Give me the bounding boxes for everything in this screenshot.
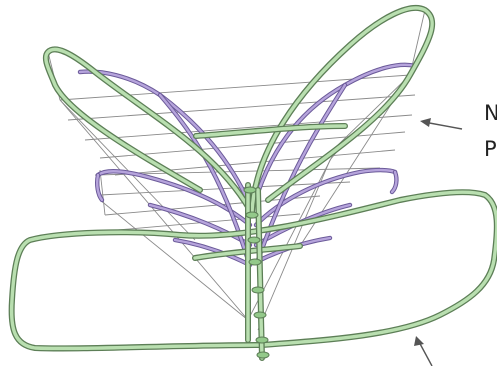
spine-joint xyxy=(243,186,257,194)
upper-crossbar xyxy=(193,123,348,139)
lower-wing-loop xyxy=(8,189,497,352)
spine-joint xyxy=(253,311,267,319)
tension-wire xyxy=(67,94,416,121)
callout-arrow-lower xyxy=(414,336,433,366)
tension-wire xyxy=(99,199,249,321)
spine-joint xyxy=(245,211,259,219)
spine-joints xyxy=(243,186,270,359)
tension-wire xyxy=(337,74,411,146)
left-upper-loop xyxy=(42,46,253,213)
purple-strut xyxy=(172,237,253,268)
purple-strut xyxy=(251,62,418,208)
right-upper-loop xyxy=(249,4,436,215)
callout-arrow-upper xyxy=(420,118,463,130)
central-spine xyxy=(245,182,265,361)
purple-strut xyxy=(95,172,105,203)
tension-wire xyxy=(119,169,249,321)
tension-wire xyxy=(99,181,351,196)
tension-wire xyxy=(99,169,106,216)
spine-joint xyxy=(251,286,265,294)
purple-strut xyxy=(95,169,253,228)
spine-joint xyxy=(255,336,269,344)
tension-wire xyxy=(59,99,196,241)
spine-joint xyxy=(256,351,270,359)
callout-label-lower: P xyxy=(484,137,497,161)
spine-joint xyxy=(247,236,261,244)
tension-wire xyxy=(84,114,413,141)
callout-label-upper: N xyxy=(484,101,497,125)
green-frames xyxy=(8,4,497,361)
tension-wire xyxy=(59,99,121,171)
purple-strut xyxy=(389,169,399,195)
spine-joint xyxy=(248,258,262,266)
